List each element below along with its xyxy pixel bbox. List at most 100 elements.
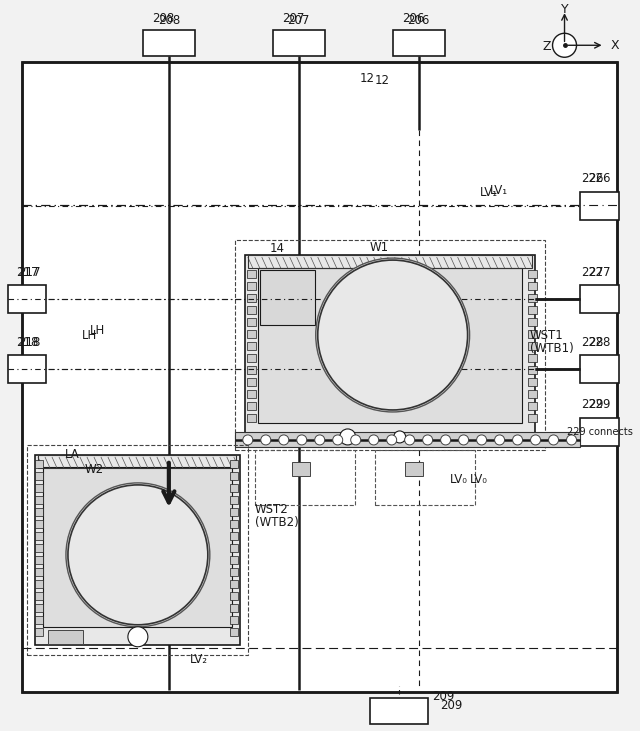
Text: 227: 227 [588,265,611,279]
Text: LV₀: LV₀ [450,474,467,486]
Circle shape [513,435,523,445]
Circle shape [260,435,271,445]
Bar [35,556,43,564]
Bar [247,414,256,422]
Text: 206: 206 [402,12,424,25]
Bar [247,378,256,386]
Bar [393,30,445,56]
Bar [374,450,475,505]
Text: 218: 218 [16,336,38,349]
Bar [35,460,43,468]
Bar [230,532,238,540]
Circle shape [422,435,433,445]
Bar [230,604,238,612]
Text: Y: Y [561,4,568,16]
Bar [35,544,43,552]
Bar [35,592,43,600]
Bar [230,484,238,492]
Bar [230,508,238,516]
Bar [248,255,532,268]
Circle shape [531,435,541,445]
Bar [527,282,536,290]
Bar [579,418,620,446]
Bar [43,467,232,626]
Bar [527,390,536,398]
Bar [35,455,240,645]
Bar [247,366,256,374]
Bar [230,520,238,528]
Text: W2: W2 [85,463,104,477]
Bar [404,462,422,476]
Circle shape [548,435,559,445]
Bar [230,628,238,636]
Text: 218: 218 [18,336,40,349]
Bar [230,460,238,468]
Text: LV₁: LV₁ [479,186,498,199]
Circle shape [317,260,468,410]
Text: LH: LH [90,324,105,336]
Bar [244,255,534,440]
Circle shape [66,483,210,626]
Text: WST2: WST2 [255,504,289,516]
Bar [527,318,536,326]
Circle shape [243,435,253,445]
Text: 209: 209 [431,690,454,703]
Bar [230,544,238,552]
Bar [35,520,43,528]
Bar [255,450,355,505]
Text: LV₁: LV₁ [490,183,508,197]
Bar [247,402,256,410]
Bar [247,318,256,326]
Circle shape [387,435,397,445]
Bar [247,342,256,350]
Text: 209: 209 [440,700,462,712]
Bar [230,592,238,600]
Text: 226: 226 [588,172,611,185]
Text: LV₀: LV₀ [470,474,488,486]
Bar [527,354,536,362]
Bar [527,378,536,386]
Bar [292,462,310,476]
Circle shape [279,435,289,445]
Text: 208: 208 [152,12,174,25]
Bar [247,354,256,362]
Text: 12: 12 [374,74,390,87]
Text: 217: 217 [18,265,40,279]
Bar [527,402,536,410]
Text: 217: 217 [16,265,38,279]
Circle shape [68,485,208,625]
Bar [579,355,620,383]
Text: 229: 229 [582,398,604,412]
Bar [527,294,536,302]
Bar [48,630,83,644]
Bar [527,270,536,278]
Text: 206: 206 [408,14,430,27]
Circle shape [440,435,451,445]
Bar [35,496,43,504]
Text: 12: 12 [360,72,374,85]
Circle shape [495,435,504,445]
Bar [35,472,43,480]
Bar [527,342,536,350]
Bar [230,556,238,564]
Circle shape [315,435,324,445]
Text: (WTB2): (WTB2) [255,516,298,529]
Bar [35,484,43,492]
Circle shape [316,258,470,412]
Bar [527,306,536,314]
Circle shape [477,435,486,445]
Bar [230,568,238,576]
Text: 207: 207 [282,12,304,25]
Text: LH: LH [82,328,97,341]
Circle shape [552,34,577,57]
Circle shape [404,435,415,445]
Text: (WTB1): (WTB1) [529,341,573,355]
Bar [35,616,43,624]
Bar [260,270,315,325]
Bar [247,306,256,314]
Bar [247,270,256,278]
Bar [527,330,536,338]
Bar [258,268,522,423]
Bar [247,390,256,398]
Circle shape [333,435,342,445]
